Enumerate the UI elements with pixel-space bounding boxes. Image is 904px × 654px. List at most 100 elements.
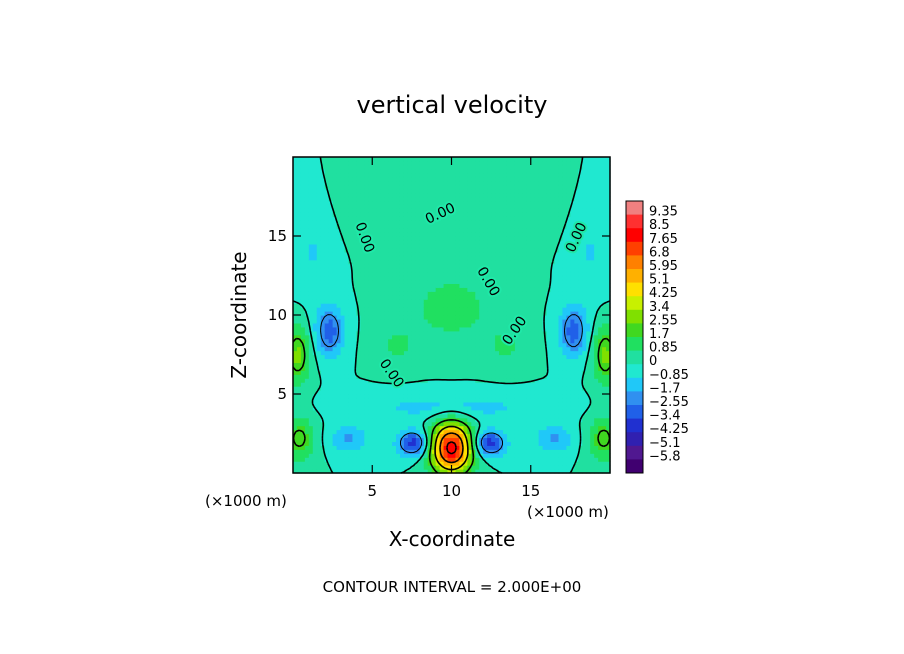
heatmap-cell [431,429,437,435]
heatmap-cell [463,437,468,442]
heatmap-cell [431,342,437,348]
heatmap-cell [293,453,298,458]
heatmap-cell [300,232,306,237]
heatmap-cell [506,330,512,336]
heatmap-cell [463,311,468,316]
heatmap-cell [538,469,544,474]
heatmap-cell [530,295,536,300]
heatmap-cell [491,239,496,245]
heatmap-cell [320,318,326,324]
heatmap-cell [415,224,421,229]
heatmap-cell [491,366,496,371]
heatmap-cell [419,322,425,328]
heatmap-cell [293,267,298,273]
heatmap-cell [459,421,464,427]
heatmap-cell [352,180,357,186]
heatmap-cell [360,283,365,288]
heatmap-cell [506,394,512,399]
heatmap-cell [372,445,377,450]
heatmap-cell [427,267,433,273]
heatmap-cell [530,425,536,431]
heatmap-cell [427,421,433,427]
heatmap-cell [336,315,342,320]
heatmap-cell [463,425,468,431]
heatmap-cell [415,449,421,454]
heatmap-cell [522,180,528,186]
heatmap-cell [384,192,389,198]
heatmap-cell [384,382,389,387]
heatmap-cell [316,236,322,241]
heatmap-cell [300,354,306,360]
heatmap-cell [415,291,421,296]
heatmap-cell [415,437,421,442]
heatmap-cell [479,370,484,375]
heatmap-cell [411,303,417,308]
heatmap-cell [403,188,409,194]
heatmap-cell [332,374,338,379]
heatmap-cell [479,457,484,462]
heatmap-cell [455,255,461,261]
heatmap-cell [475,172,480,178]
heatmap-cell [487,220,492,225]
heatmap-cell [293,334,298,340]
heatmap-cell [293,338,298,344]
heatmap-cell [396,251,401,257]
heatmap-cell [455,362,461,367]
heatmap-cell [423,232,429,237]
heatmap-cell [312,275,318,281]
heatmap-cell [384,228,389,233]
heatmap-cell [447,457,453,462]
heatmap-cell [403,358,409,363]
heatmap-cell [467,220,472,225]
heatmap-cell [376,236,381,241]
heatmap-cell [463,358,468,363]
heatmap-cell [467,417,472,423]
heatmap-cell [451,157,457,162]
heatmap-cell [296,429,302,435]
heatmap-cell [491,263,496,269]
heatmap-cell [415,180,421,186]
heatmap-cell [304,200,310,205]
heatmap-cell [399,386,405,391]
heatmap-cell [324,425,330,431]
heatmap-cell [344,366,350,371]
heatmap-cell [368,271,373,277]
heatmap-cell [534,311,540,316]
heatmap-cell [475,311,480,316]
heatmap-cell [300,461,306,466]
heatmap-cell [332,334,338,340]
heatmap-cell [455,291,461,296]
heatmap-cell [451,322,457,328]
heatmap-cell [463,287,468,292]
heatmap-cell [443,311,449,316]
heatmap-cell [491,176,496,182]
heatmap-cell [396,224,401,229]
heatmap-cell [451,212,457,217]
heatmap-cell [506,378,512,383]
heatmap-cell [459,390,464,395]
heatmap-cell [376,188,381,194]
heatmap-cell [340,453,346,458]
heatmap-cell [431,247,437,253]
heatmap-cell [471,168,476,174]
heatmap-cell [360,465,365,470]
heatmap-cell [415,378,421,383]
heatmap-cell [475,212,480,217]
heatmap-cell [427,228,433,233]
heatmap-cell [526,236,532,241]
heatmap-cell [411,350,417,356]
heatmap-cell [403,279,409,284]
heatmap-cell [463,390,468,395]
heatmap-cell [506,168,512,174]
heatmap-cell [352,457,357,462]
heatmap-cell [443,326,449,332]
heatmap-cell [467,409,472,415]
heatmap-cell [471,279,476,284]
heatmap-cell [324,413,330,419]
heatmap-cell [451,200,457,205]
heatmap-cell [348,212,354,217]
heatmap-cell [510,461,516,466]
heatmap-cell [419,271,425,277]
heatmap-cell [455,311,461,316]
heatmap-cell [376,164,381,170]
